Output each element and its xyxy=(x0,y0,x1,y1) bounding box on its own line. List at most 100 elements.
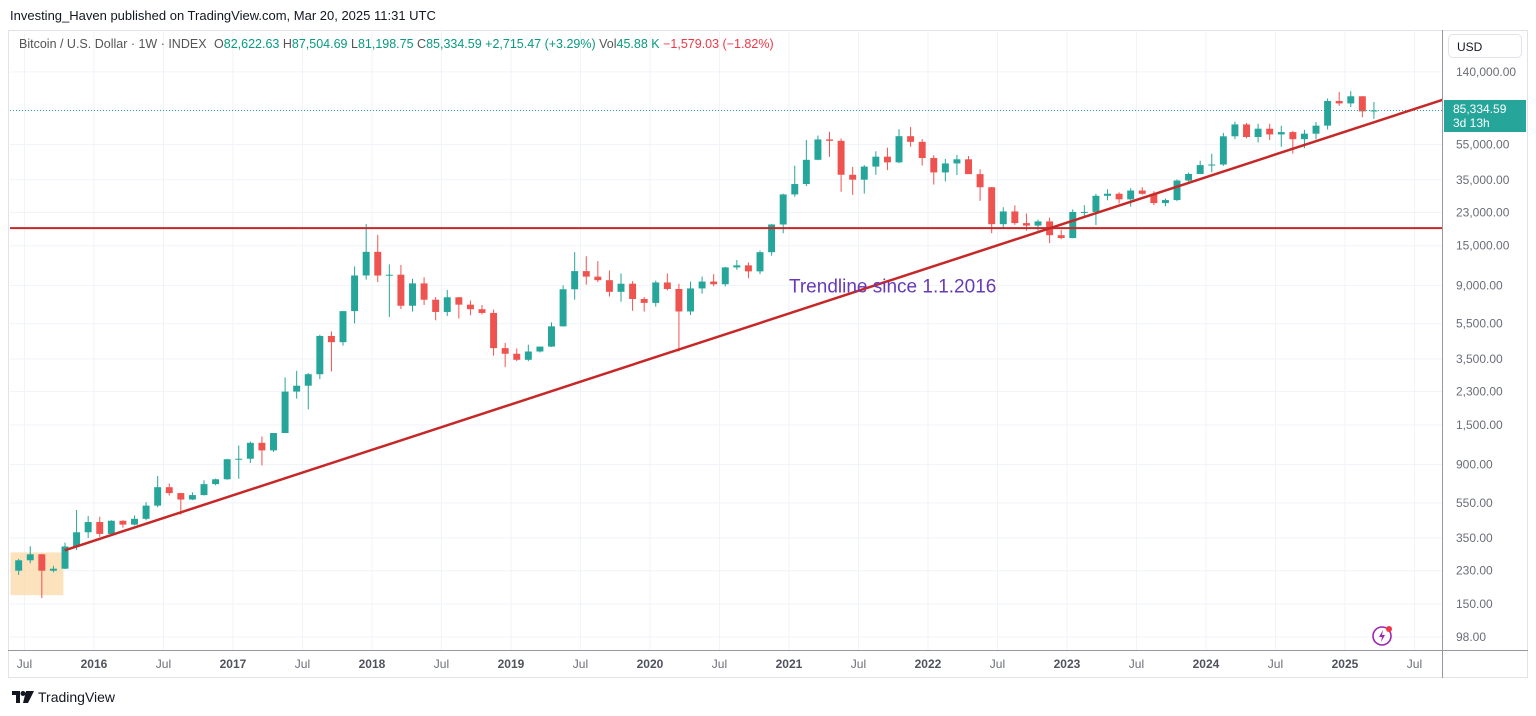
candle xyxy=(478,304,486,315)
candle-body xyxy=(200,484,208,496)
volume-value: 45.88 K xyxy=(616,37,660,51)
y-tick-label: 23,000.00 xyxy=(1456,205,1510,219)
ohlc-legend: Bitcoin / U.S. Dollar · 1W · INDEX O82,6… xyxy=(19,37,774,51)
candle xyxy=(837,138,845,192)
close-value: 85,334.59 xyxy=(426,37,482,51)
candle-body xyxy=(1324,100,1332,126)
candle-body xyxy=(1243,124,1250,137)
candle xyxy=(246,441,254,464)
candle-body xyxy=(38,554,46,571)
candle xyxy=(1208,153,1216,173)
candle xyxy=(61,542,69,570)
candle-body xyxy=(1231,124,1239,137)
candle-body xyxy=(930,158,938,173)
candle xyxy=(432,296,440,321)
candle-body xyxy=(1080,211,1088,213)
candle-body xyxy=(953,159,961,164)
open-value: 82,622.63 xyxy=(223,37,280,51)
candle xyxy=(258,436,266,466)
time-axis: Jul 2016 Jul 2017 Jul 2018 Jul 2019 Jul 2020 Jul 20… xyxy=(17,657,1422,671)
candle-body xyxy=(1034,221,1042,226)
candle xyxy=(501,342,509,368)
candle-body xyxy=(1092,195,1100,212)
candle xyxy=(849,166,857,195)
candle-body xyxy=(293,385,301,392)
x-tick-label: 2017 xyxy=(220,657,247,671)
y-tick-label: 230.00 xyxy=(1456,564,1493,578)
candle-body xyxy=(281,391,289,434)
candle-body xyxy=(385,274,393,276)
candle-body xyxy=(362,251,370,276)
candle-body xyxy=(513,353,521,360)
candle-body xyxy=(802,159,810,185)
candle-body xyxy=(687,288,694,312)
lightning-icon[interactable] xyxy=(1371,624,1395,648)
volume-label: Vol xyxy=(599,37,617,51)
symbol-name[interactable]: Bitcoin / U.S. Dollar · 1W · INDEX xyxy=(19,37,207,51)
candle xyxy=(223,458,231,480)
last-price-label: 85,334.59 3d 13h xyxy=(1444,100,1526,132)
candle xyxy=(1127,188,1135,207)
candle xyxy=(687,281,694,316)
x-tick-label: Jul xyxy=(1268,657,1283,671)
candle xyxy=(15,558,23,575)
candle-body xyxy=(1150,193,1158,204)
candle xyxy=(1069,209,1077,239)
candle xyxy=(548,322,555,347)
candle xyxy=(316,334,324,380)
candle xyxy=(49,565,57,573)
candle-body xyxy=(617,283,625,292)
candle xyxy=(976,169,984,201)
candle-body xyxy=(860,166,868,180)
candle xyxy=(84,515,92,539)
candle-body xyxy=(1138,190,1146,194)
candle xyxy=(1347,91,1355,107)
candle-body xyxy=(1277,132,1285,135)
candle-body xyxy=(501,348,509,354)
change-value: +2,715.47 (+3.29%) xyxy=(485,37,596,51)
candle xyxy=(420,277,428,305)
x-tick-label: Jul xyxy=(573,657,588,671)
y-tick-label: 1,500.00 xyxy=(1456,418,1503,432)
x-tick-label: 2023 xyxy=(1054,657,1081,671)
candle xyxy=(988,186,996,234)
candle xyxy=(1173,179,1181,202)
y-tick-label: 98.00 xyxy=(1456,630,1486,644)
candle-body xyxy=(849,174,857,180)
candle-body xyxy=(548,326,555,347)
candle xyxy=(1046,217,1054,244)
candle-body xyxy=(443,297,451,312)
candle-body xyxy=(629,283,637,300)
candle xyxy=(351,266,359,324)
candle xyxy=(744,262,752,279)
candle xyxy=(779,193,787,234)
candle xyxy=(756,250,764,275)
candle-body xyxy=(61,546,69,569)
x-tick-label: 2019 xyxy=(498,657,525,671)
candle-body xyxy=(652,282,660,303)
candle xyxy=(304,373,312,410)
candle xyxy=(999,207,1007,229)
candle xyxy=(73,509,81,551)
tradingview-logo[interactable]: TradingView xyxy=(12,689,115,705)
candle xyxy=(281,377,289,434)
candle-body xyxy=(409,283,416,306)
candle xyxy=(131,515,138,526)
candle-body xyxy=(1312,125,1320,134)
currency-button[interactable]: USD xyxy=(1448,34,1522,58)
candle xyxy=(513,348,521,362)
candle xyxy=(930,155,938,185)
candle-body xyxy=(1370,110,1378,112)
candle xyxy=(1219,132,1227,166)
candle xyxy=(802,140,810,187)
y-tick-label: 5,500.00 xyxy=(1456,317,1503,331)
candle xyxy=(270,433,277,452)
candle xyxy=(362,224,370,280)
candle-body xyxy=(351,275,359,312)
candle-body xyxy=(1173,180,1181,201)
candle xyxy=(1231,121,1239,140)
candle-body xyxy=(594,276,602,281)
low-value: 81,198.75 xyxy=(357,37,414,51)
candle-body xyxy=(536,346,544,352)
